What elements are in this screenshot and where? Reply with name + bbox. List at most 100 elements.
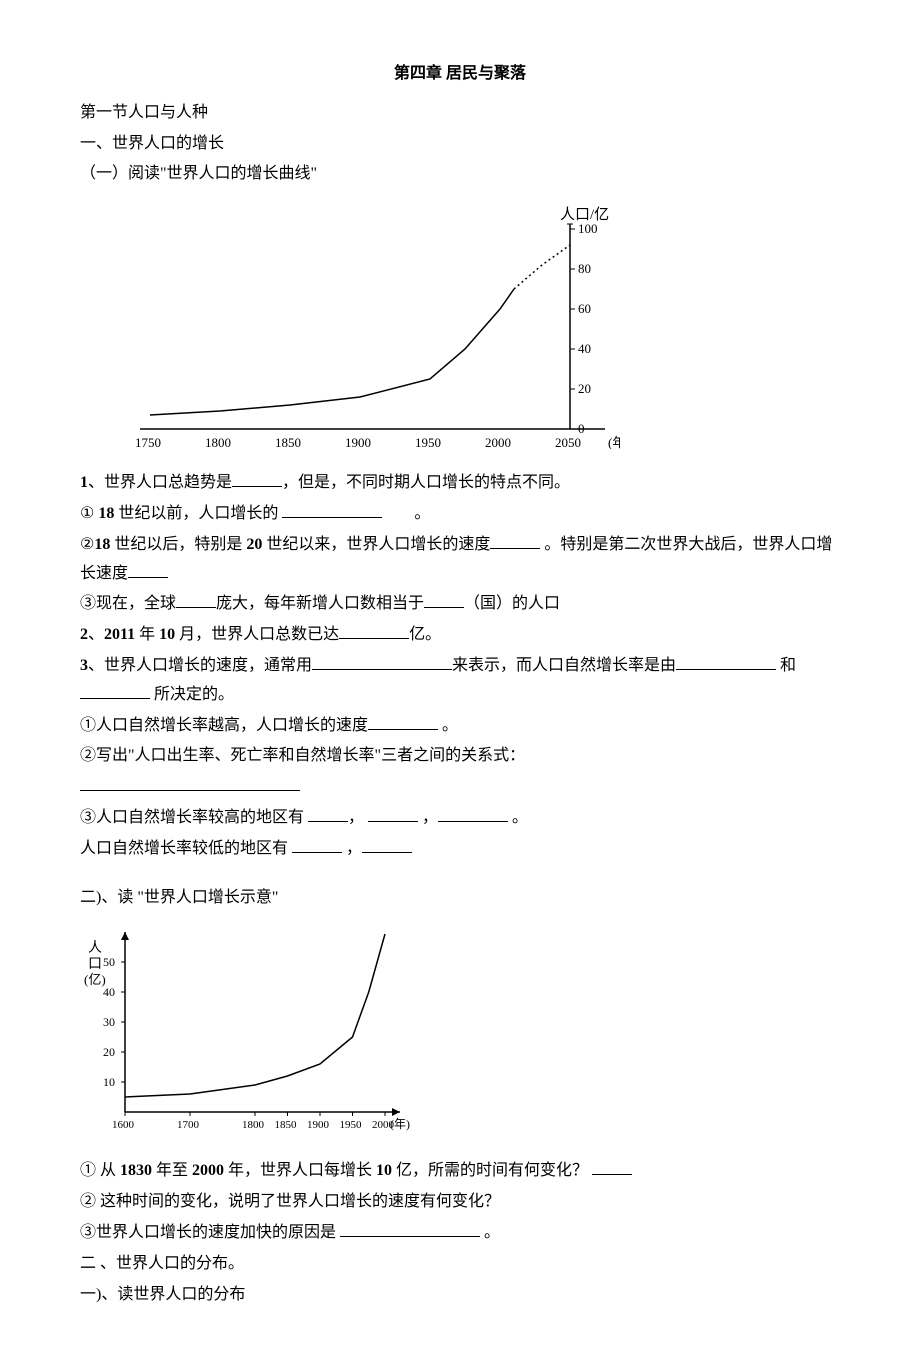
svg-text:1900: 1900 [307,1119,330,1131]
svg-text:1850: 1850 [275,435,301,449]
p1-e: 年，世界人口每增长 [224,1162,376,1179]
svg-text:2050: 2050 [555,435,581,449]
q2-c: 2011 [104,626,135,643]
svg-text:1850: 1850 [275,1119,298,1131]
q3-4-a: 人口自然增长率较低的地区有 [80,840,292,857]
q3-3: ③人口自然增长率较高的地区有 ， ， 。 [80,804,840,833]
blank[interactable] [312,653,452,670]
svg-text:50: 50 [103,955,115,969]
q3-1-a: ①人口自然增长率越高，人口增长的速度 [80,717,368,734]
blank[interactable] [232,470,282,487]
svg-text:1900: 1900 [345,435,371,449]
q3-1: ①人口自然增长率越高，人口增长的速度 。 [80,712,840,741]
svg-text:(年): (年) [608,435,620,449]
p1-a: ① 从 [80,1162,120,1179]
svg-text:1750: 1750 [135,435,161,449]
q1-2-b: 18 [94,536,110,553]
q3-b: 、世界人口增长的速度，通常用 [88,657,312,674]
chart-2-container: 人口(亿)10203040501600170018001850190019502… [80,922,840,1142]
svg-text:20: 20 [103,1045,115,1059]
q3-e: 所决定的。 [150,686,234,703]
q1-3-c: （国）的人口 [464,595,560,612]
blank[interactable] [176,591,216,608]
q1-text-b: ，但是，不同时期人口增长的特点不同。 [282,474,570,491]
q3-2-blank [80,773,840,802]
section-3: （一）阅读"世界人口的增长曲线" [80,160,840,189]
svg-text:40: 40 [578,341,591,356]
q2-b: 、 [88,626,104,643]
p1-f: 10 [376,1162,392,1179]
q2-f: 月，世界人口总数已达 [175,626,339,643]
p1-d: 2000 [192,1162,224,1179]
blank[interactable] [128,561,168,578]
section-4: 二)、读 "世界人口增长示意" [80,884,840,913]
blank[interactable] [80,774,300,791]
q2-d: 年 [135,626,159,643]
svg-text:1600: 1600 [112,1119,135,1131]
svg-text:1800: 1800 [242,1119,265,1131]
section-5: 二 、世界人口的分布。 [80,1250,840,1279]
p3-b: 。 [480,1224,500,1241]
blank[interactable] [339,622,409,639]
blank[interactable] [592,1158,632,1175]
q1-1-d: 。 [414,505,430,522]
blank[interactable] [292,836,342,853]
q1-3-b: 庞大，每年新增人口数相当于 [216,595,424,612]
blank[interactable] [676,653,776,670]
q2-g: 亿。 [409,626,441,643]
svg-text:1950: 1950 [415,435,441,449]
q3-a: 3 [80,657,88,674]
population-growth-chart-1: 人口/亿020406080100175018001850190019502000… [120,199,620,449]
section-1: 第一节人口与人种 [80,99,840,128]
svg-text:10: 10 [103,1075,115,1089]
q2: 2、2011 年 10 月，世界人口总数已达 亿。 [80,621,840,650]
q1: 1、世界人口总趋势是，但是，不同时期人口增长的特点不同。 [80,469,840,498]
p1-c: 年至 [152,1162,192,1179]
svg-text:1800: 1800 [205,435,231,449]
svg-text:2000: 2000 [485,435,511,449]
q2-e: 10 [159,626,175,643]
blank[interactable] [424,591,464,608]
q3-2: ②写出"人口出生率、死亡率和自然增长率"三者之间的关系式： [80,742,840,771]
blank[interactable] [80,682,150,699]
section-6: 一)、读世界人口的分布 [80,1281,840,1310]
q3-4-b: ， [342,840,362,857]
svg-text:40: 40 [103,985,115,999]
svg-text:(年): (年) [390,1117,410,1131]
q1-3-a: ③现在，全球 [80,595,176,612]
q1-2-e: 世纪以来，世界人口增长的速度 [262,536,490,553]
q1-1-a: ① [80,505,98,522]
svg-text:1950: 1950 [340,1119,363,1131]
q3-3-b: ， [348,809,368,826]
blank[interactable] [368,805,418,822]
q1-2: ②18 世纪以后，特别是 20 世纪以来，世界人口增长的速度 。特别是第二次世界… [80,531,840,589]
blank[interactable] [282,501,382,518]
q3: 3、世界人口增长的速度，通常用来表示，而人口自然增长率是由 和 所决定的。 [80,652,840,710]
section-2: 一、世界人口的增长 [80,130,840,159]
q1-text-a: 、世界人口总趋势是 [88,474,232,491]
blank[interactable] [362,836,412,853]
q1-1-b: 18 [98,505,114,522]
q3-1-b: 。 [438,717,458,734]
q1-2-c: 世纪以后，特别是 [110,536,246,553]
q3-3-c: ， [418,809,438,826]
chart-1-container: 人口/亿020406080100175018001850190019502000… [120,199,840,449]
p1-b: 1830 [120,1162,152,1179]
blank[interactable] [438,805,508,822]
blank[interactable] [340,1220,480,1237]
svg-text:20: 20 [578,381,591,396]
blank[interactable] [368,713,438,730]
q3-3-d: 。 [508,809,528,826]
p3: ③世界人口增长的速度加快的原因是 。 [80,1219,840,1248]
q3-4: 人口自然增长率较低的地区有 ， [80,835,840,864]
svg-text:100: 100 [578,221,598,236]
q1-2-d: 20 [246,536,262,553]
blank[interactable] [490,532,540,549]
svg-text:60: 60 [578,301,591,316]
q1-1: ① 18 世纪以前，人口增长的 。 [80,500,840,529]
q3-d: 和 [776,657,796,674]
blank[interactable] [308,805,348,822]
p3-a: ③世界人口增长的速度加快的原因是 [80,1224,340,1241]
svg-text:口: 口 [88,957,102,972]
q2-a: 2 [80,626,88,643]
